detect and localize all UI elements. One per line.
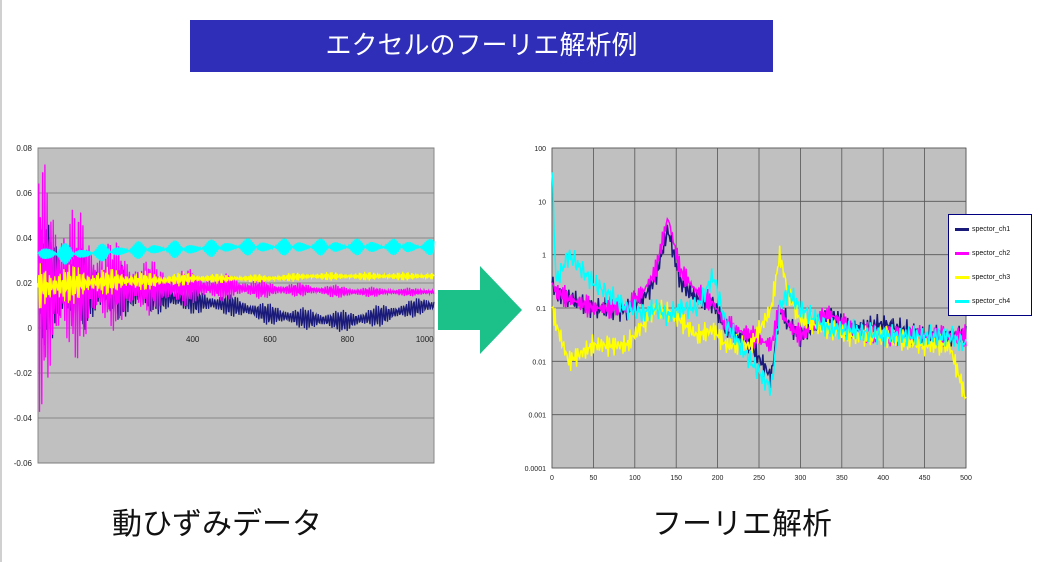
legend-label: spector_ch3 <box>972 274 1011 281</box>
y-tick-label: 0.1 <box>536 306 546 313</box>
grid-lines <box>551 147 967 469</box>
y-tick-label: 0 <box>28 324 33 333</box>
legend-label: spector_ch1 <box>972 226 1011 233</box>
y-tick-label: 1 <box>542 253 546 260</box>
x-tick-label: 1000 <box>416 335 434 344</box>
legend-label: spector_ch2 <box>972 250 1011 257</box>
x-tick-label: 350 <box>836 475 848 482</box>
x-tick-label: 800 <box>341 335 355 344</box>
y-tick-label: -0.02 <box>14 369 33 378</box>
x-tick-label: 150 <box>670 475 682 482</box>
series-line-spector_ch4 <box>551 172 967 396</box>
series-group <box>551 172 967 400</box>
legend-labels: spector_ch1 spector_ch2 spector_ch3 spec… <box>948 214 1032 316</box>
series-line-4 <box>37 238 435 265</box>
y-tick-label: 0.01 <box>532 359 546 366</box>
x-tick-label: 300 <box>795 475 807 482</box>
x-tick-label: 450 <box>919 475 931 482</box>
x-tick-label: 100 <box>629 475 641 482</box>
legend-item: spector_ch1 <box>955 226 1010 233</box>
caption-strain-data: 動ひずみデータ <box>112 507 322 542</box>
x-tick-labels: 400 600 800 1000 <box>186 335 434 344</box>
x-tick-label: 500 <box>960 475 972 482</box>
y-tick-label: -0.04 <box>14 414 33 423</box>
y-tick-label: 0.06 <box>16 189 32 198</box>
fourier-spectrum-chart: 100 10 1 0.1 0.01 0.001 0.0001 0 50 100 150 200 250… <box>525 146 972 482</box>
x-tick-label: 600 <box>263 335 277 344</box>
x-tick-label: 250 <box>753 475 765 482</box>
legend-item: spector_ch2 <box>955 250 1010 257</box>
x-tick-label: 400 <box>877 475 889 482</box>
y-tick-labels: 100 10 1 0.1 0.01 0.001 0.0001 <box>525 146 547 473</box>
legend-item: spector_ch4 <box>955 298 1010 305</box>
legend-swatch <box>955 276 969 279</box>
y-tick-label: 0.08 <box>16 144 32 153</box>
caption-fourier-analysis: フーリエ解析 <box>652 507 832 542</box>
slide-title: エクセルのフーリエ解析例 <box>190 20 773 72</box>
y-tick-label: 0.02 <box>16 279 32 288</box>
arrow-shape <box>438 266 522 354</box>
y-tick-label: 0.001 <box>528 413 546 420</box>
series-group <box>37 164 435 412</box>
x-tick-label: 0 <box>550 475 554 482</box>
legend-label: spector_ch4 <box>972 298 1011 305</box>
legend-swatch <box>955 252 969 255</box>
series-line-2 <box>37 164 435 412</box>
y-tick-label: 10 <box>538 199 546 206</box>
legend-swatch <box>955 300 969 303</box>
x-tick-labels: 0 50 100 150 200 250 300 350 400 450 500 <box>550 475 972 482</box>
right-arrow-icon <box>438 266 522 354</box>
x-tick-label: 200 <box>712 475 724 482</box>
y-tick-label: -0.06 <box>14 459 33 468</box>
series-line-3 <box>37 263 435 309</box>
strain-time-chart: 0.08 0.06 0.04 0.02 0 -0.02 -0.04 -0.06 400 600 8… <box>14 144 435 468</box>
y-tick-labels: 0.08 0.06 0.04 0.02 0 -0.02 -0.04 -0.06 <box>14 144 33 468</box>
legend-swatch <box>955 228 969 231</box>
y-tick-label: 0.04 <box>16 234 32 243</box>
x-tick-label: 400 <box>186 335 200 344</box>
y-tick-label: 100 <box>534 146 546 153</box>
slide-left-border <box>0 0 2 562</box>
y-tick-label: 0.0001 <box>525 466 547 473</box>
legend-item: spector_ch3 <box>955 274 1010 281</box>
grid-lines <box>38 147 434 464</box>
x-tick-label: 50 <box>590 475 598 482</box>
